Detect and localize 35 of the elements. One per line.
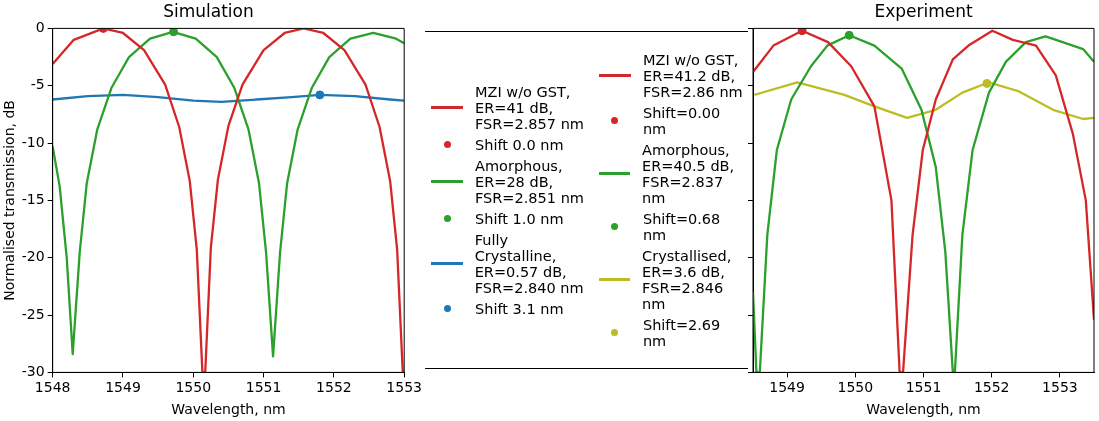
x-tick-label: 1550 — [837, 379, 874, 396]
y-tick-label: -5 — [30, 76, 45, 93]
legend-label: Shift=0.68 nm — [642, 210, 722, 243]
x-axis-title: Wavelength, nm — [171, 401, 286, 418]
x-tick-label: 1549 — [769, 379, 805, 396]
legend-label: Shift 1.0 nm — [475, 210, 564, 227]
y-tick-label: 0 — [35, 19, 45, 36]
x-tick-label: 1548 — [34, 379, 71, 396]
legend-label: MZI w/o GST, ER=41.2 dB, FSR=2.86 nm — [643, 51, 743, 100]
y-axis-title: Normalised transmission, dB — [1, 100, 18, 301]
legend-label: Shift=0.00 nm — [642, 104, 722, 137]
x-tick-label: 1551 — [905, 379, 942, 396]
x-tick-label: 1552 — [316, 379, 352, 396]
legend-label: MZI w/o GST, ER=41 dB, FSR=2.857 nm — [475, 83, 584, 132]
legend-label: Amorphous, ER=40.5 dB, FSR=2.837 nm — [642, 141, 736, 206]
x-tick-label: 1550 — [175, 379, 212, 396]
x-axis-title: Wavelength, nm — [866, 401, 981, 418]
legend-label: Fully Crystalline, ER=0.57 dB, FSR=2.840 nm — [474, 231, 585, 296]
y-tick-label: -15 — [21, 191, 45, 208]
x-tick-label: 1552 — [973, 379, 1010, 396]
x-tick-label: 1551 — [245, 379, 282, 396]
y-tick-label: -10 — [21, 133, 45, 150]
chart-title: Simulation — [163, 0, 254, 21]
legend-label: Shift 0.0 nm — [475, 136, 564, 153]
legend-label: Crystallised, ER=3.6 dB, FSR=2.846 nm — [642, 247, 733, 312]
legend-label: Shift=2.69 nm — [642, 316, 722, 349]
legend-label: Shift 3.1 nm — [475, 300, 564, 317]
x-tick-label: 1553 — [386, 379, 423, 396]
x-tick-label: 1549 — [105, 379, 141, 396]
y-tick-label: -30 — [21, 363, 45, 380]
y-tick-label: -25 — [21, 305, 45, 322]
x-tick-label: 1553 — [1042, 379, 1078, 396]
legend-label: Amorphous, ER=28 dB, FSR=2.851 nm — [475, 157, 584, 206]
chart-title: Experiment — [874, 0, 973, 21]
y-tick-label: -20 — [21, 248, 45, 265]
